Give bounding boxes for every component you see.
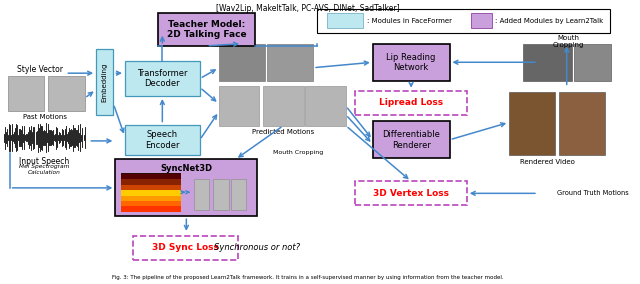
FancyBboxPatch shape [575,44,611,81]
FancyBboxPatch shape [121,195,180,201]
FancyBboxPatch shape [132,236,238,260]
Text: Teacher Model:
2D Talking Face: Teacher Model: 2D Talking Face [166,20,246,39]
FancyBboxPatch shape [115,160,257,216]
FancyBboxPatch shape [48,76,84,111]
Text: 3D Vertex Loss: 3D Vertex Loss [373,189,449,198]
FancyBboxPatch shape [121,206,180,212]
Text: Lipread Loss: Lipread Loss [379,98,443,107]
FancyBboxPatch shape [230,179,246,210]
Text: Mouth
Cropping: Mouth Cropping [553,35,584,48]
FancyBboxPatch shape [305,86,346,126]
Text: Ground Truth Motions: Ground Truth Motions [557,190,629,196]
Text: : Modules in FaceFormer: : Modules in FaceFormer [367,18,452,24]
FancyBboxPatch shape [317,9,610,33]
Text: Input Speech: Input Speech [19,157,69,166]
FancyBboxPatch shape [8,76,44,111]
FancyBboxPatch shape [194,179,209,210]
FancyBboxPatch shape [355,181,467,205]
FancyBboxPatch shape [219,86,259,126]
Text: Past Motions: Past Motions [23,114,67,120]
FancyBboxPatch shape [559,92,605,155]
FancyBboxPatch shape [125,124,200,155]
FancyBboxPatch shape [326,13,363,28]
FancyBboxPatch shape [2,122,88,153]
Text: Mel Spectrogram
Calculation: Mel Spectrogram Calculation [19,164,69,175]
FancyBboxPatch shape [263,86,303,126]
FancyBboxPatch shape [121,185,180,190]
FancyBboxPatch shape [372,121,449,158]
Text: Mouth Cropping: Mouth Cropping [273,151,323,155]
FancyBboxPatch shape [121,173,180,212]
FancyBboxPatch shape [121,190,180,195]
FancyBboxPatch shape [267,44,313,81]
Text: Synchronous or not?: Synchronous or not? [214,243,301,252]
Text: Transformer
Decoder: Transformer Decoder [137,69,188,88]
Text: : Added Modules by Learn2Talk: : Added Modules by Learn2Talk [495,18,603,24]
FancyBboxPatch shape [470,13,492,28]
Text: Predicted Motions: Predicted Motions [252,129,314,135]
FancyBboxPatch shape [509,92,555,155]
Text: SyncNet3D: SyncNet3D [160,164,212,173]
Text: Style Vector: Style Vector [17,65,63,74]
Text: Embedding: Embedding [102,62,108,102]
FancyBboxPatch shape [96,49,113,115]
FancyBboxPatch shape [372,44,449,81]
Text: [Wav2Lip, MakeItTalk, PC-AVS, DINet, SadTalker]: [Wav2Lip, MakeItTalk, PC-AVS, DINet, Sad… [216,4,399,13]
FancyBboxPatch shape [355,91,467,115]
FancyBboxPatch shape [121,174,180,179]
FancyBboxPatch shape [213,179,228,210]
Text: Speech
Encoder: Speech Encoder [145,130,180,149]
FancyBboxPatch shape [159,13,255,46]
Text: Lip Reading
Network: Lip Reading Network [387,53,436,72]
Text: Rendered Video: Rendered Video [520,159,575,165]
FancyBboxPatch shape [524,44,572,81]
Text: Differentiable
Renderer: Differentiable Renderer [382,130,440,149]
Text: 3D Sync Loss: 3D Sync Loss [152,243,219,252]
Text: Fig. 3: The pipeline of the proposed Learn2Talk framework. It trains in a self-s: Fig. 3: The pipeline of the proposed Lea… [111,275,503,280]
FancyBboxPatch shape [125,61,200,96]
FancyBboxPatch shape [219,44,265,81]
FancyBboxPatch shape [121,201,180,206]
FancyBboxPatch shape [121,179,180,185]
